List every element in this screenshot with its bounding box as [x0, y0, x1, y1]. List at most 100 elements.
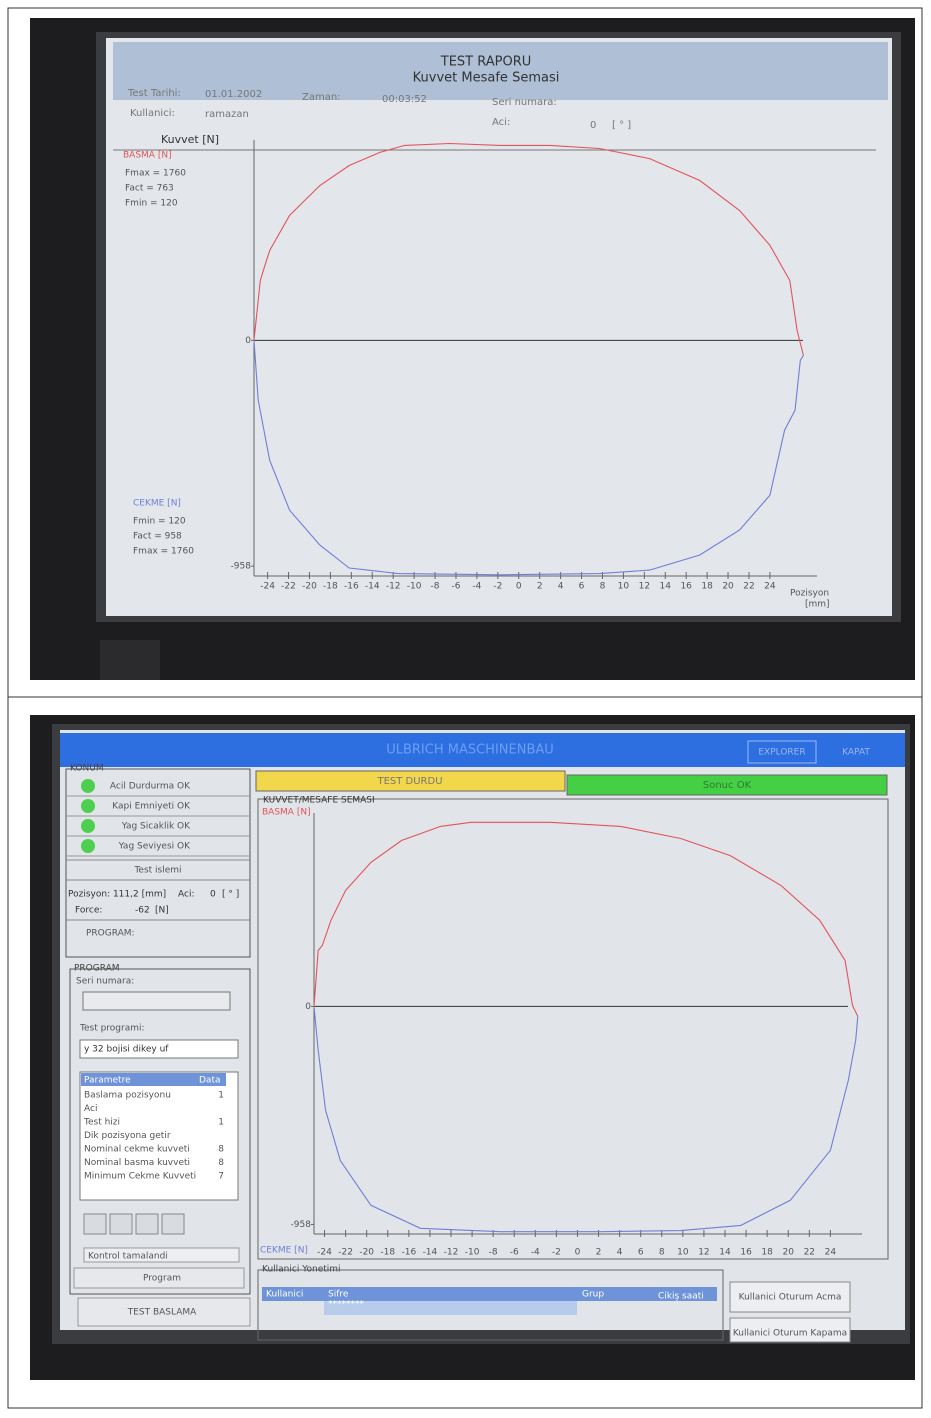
- group-title: KONUM: [70, 764, 104, 774]
- field-label: Zaman:: [302, 92, 341, 103]
- x-tick-label: 4: [617, 1248, 623, 1258]
- param-name: Minimum Cekme Kuvveti: [84, 1172, 196, 1182]
- x-tick-label: 2: [596, 1248, 602, 1258]
- param-name: Test hizi: [83, 1118, 120, 1128]
- status-led: [81, 819, 95, 833]
- x-tick-label: -24: [317, 1248, 332, 1258]
- x-tick-label: -20: [359, 1248, 374, 1258]
- icon-button[interactable]: [110, 1214, 132, 1234]
- field-value: 00:03:52: [382, 94, 427, 105]
- y-tick-label: -958: [291, 1220, 312, 1230]
- x-tick-label: -10: [465, 1248, 480, 1258]
- x-tick-label: -8: [489, 1248, 498, 1258]
- column-header: Sifre: [328, 1290, 349, 1300]
- y-tick-label: 0: [245, 336, 251, 346]
- stat-label: Fmax = 1760: [125, 169, 186, 179]
- icon-button[interactable]: [84, 1214, 106, 1234]
- button-label[interactable]: Program: [143, 1274, 181, 1284]
- x-tick-label: -22: [338, 1248, 353, 1258]
- icon-button[interactable]: [162, 1214, 184, 1234]
- button-label[interactable]: EXPLORER: [758, 748, 805, 758]
- stat-label: Fmin = 120: [125, 199, 178, 209]
- stat-label: Fact = 958: [133, 532, 182, 542]
- x-tick-label: -22: [281, 582, 296, 592]
- x-tick-label: 2: [537, 582, 543, 592]
- field-label: Test Tarihi:: [127, 88, 181, 99]
- stat-label: Fmax = 1760: [133, 547, 194, 557]
- x-tick-label: 10: [677, 1248, 689, 1258]
- angle-label: Aci:: [178, 890, 194, 900]
- status-led: [81, 799, 95, 813]
- select-value[interactable]: y 32 bojisi dikey uf: [84, 1045, 169, 1055]
- y-tick-label: 0: [305, 1002, 311, 1012]
- x-tick-label: 20: [722, 582, 734, 592]
- app-title: ULBRICH MASCHINENBAU: [386, 743, 554, 758]
- group-title: Kullanici Yonetimi: [262, 1265, 341, 1275]
- status-text: Kontrol tamalandi: [88, 1252, 168, 1262]
- param-data: 8: [218, 1145, 224, 1155]
- button-label[interactable]: TEST BASLAMA: [127, 1308, 197, 1318]
- status-label: Yag Sicaklik OK: [121, 822, 191, 832]
- program-label: PROGRAM:: [86, 929, 135, 939]
- x-tick-label: 22: [743, 582, 754, 592]
- x-tick-label: -20: [302, 582, 317, 592]
- section-label: Test islemi: [133, 866, 181, 876]
- x-tick-label: -10: [407, 582, 422, 592]
- x-tick-label: 18: [701, 582, 713, 592]
- report-subtitle: Kuvvet Mesafe Semasi: [413, 71, 560, 86]
- param-name: Dik pozisyona getir: [84, 1131, 171, 1141]
- x-tick-label: -14: [365, 582, 380, 592]
- x-tick-label: 16: [740, 1248, 752, 1258]
- x-tick-label: -2: [552, 1248, 561, 1258]
- legend-label: BASMA [N]: [123, 151, 172, 161]
- x-tick-label: 6: [579, 582, 585, 592]
- x-tick-label: 6: [638, 1248, 644, 1258]
- report-title: TEST RAPORU: [440, 55, 532, 70]
- param-name: Nominal cekme kuvveti: [84, 1145, 190, 1155]
- angle-value: 0: [210, 890, 216, 900]
- group-title: PROGRAM: [74, 964, 120, 974]
- x-tick-label: -14: [423, 1248, 438, 1258]
- param-name: Nominal basma kuvveti: [84, 1158, 190, 1168]
- screen: [60, 730, 905, 1330]
- x-tick-label: -12: [444, 1248, 459, 1258]
- x-tick-label: 22: [804, 1248, 815, 1258]
- force-label: Force:: [75, 906, 102, 916]
- field-unit: [ ° ]: [612, 120, 631, 131]
- x-tick-label: -16: [401, 1248, 416, 1258]
- field-value: 0: [590, 120, 596, 131]
- x-tick-label: -6: [510, 1248, 519, 1258]
- param-name: Aci: [84, 1104, 97, 1114]
- serial-input[interactable]: [83, 992, 230, 1010]
- field-label: Aci:: [492, 117, 510, 128]
- x-tick-label: 8: [659, 1248, 665, 1258]
- x-tick-label: 10: [618, 582, 630, 592]
- param-data: 7: [218, 1172, 224, 1182]
- x-tick-label: 20: [783, 1248, 795, 1258]
- status-label: Acil Durdurma OK: [110, 782, 191, 792]
- button-label[interactable]: KAPAT: [842, 748, 870, 758]
- button-label[interactable]: Kullanici Oturum Kapama: [733, 1329, 847, 1339]
- field-label: Seri numara:: [492, 97, 557, 108]
- x-tick-label: -8: [431, 582, 440, 592]
- password-cell[interactable]: ********: [328, 1300, 365, 1310]
- stat-label: Fmin = 120: [133, 517, 186, 527]
- legend-label: CEKME [N]: [133, 499, 181, 509]
- x-tick-label: 14: [719, 1248, 731, 1258]
- x-tick-label: 12: [639, 582, 650, 592]
- x-tick-label: -2: [493, 582, 502, 592]
- status-led: [81, 839, 95, 853]
- icon-button[interactable]: [136, 1214, 158, 1234]
- field-label: Kullanici:: [130, 108, 175, 119]
- x-tick-label: -18: [380, 1248, 395, 1258]
- x-tick-label: 24: [825, 1248, 837, 1258]
- x-tick-label: -16: [344, 582, 359, 592]
- column-header: Parametre: [84, 1076, 131, 1086]
- param-data: 1: [218, 1118, 224, 1128]
- button-label[interactable]: Kullanici Oturum Acma: [739, 1293, 842, 1303]
- param-data: 8: [218, 1158, 224, 1168]
- field-value: 01.01.2002: [205, 89, 262, 100]
- status-bar-label: Sonuc OK: [703, 780, 752, 791]
- column-header: Data: [199, 1076, 221, 1086]
- x-tick-label: -4: [531, 1248, 540, 1258]
